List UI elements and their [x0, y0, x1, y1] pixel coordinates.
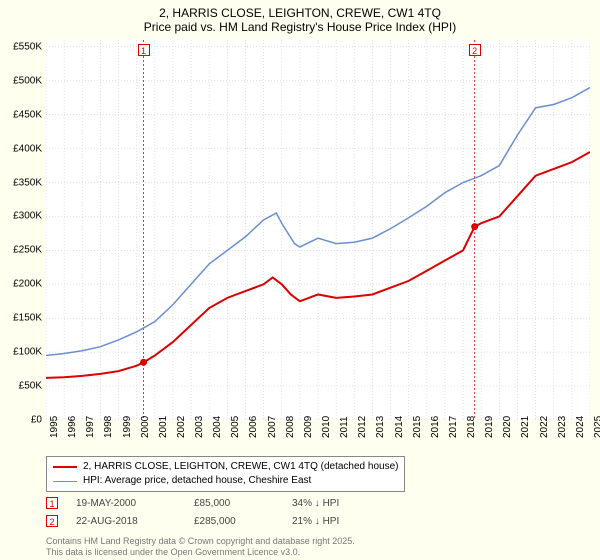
footer-line2: This data is licensed under the Open Gov…: [46, 547, 355, 558]
legend-row: HPI: Average price, detached house, Ches…: [53, 474, 398, 488]
chart-title: 2, HARRIS CLOSE, LEIGHTON, CREWE, CW1 4T…: [0, 0, 600, 36]
x-tick-label: 2017: [448, 416, 459, 438]
x-tick-label: 2021: [520, 416, 531, 438]
x-tick-label: 2007: [267, 416, 278, 438]
marker-date: 19-MAY-2000: [76, 498, 176, 509]
x-tick-label: 2018: [466, 416, 477, 438]
x-tick-label: 2005: [230, 416, 241, 438]
legend-label: 2, HARRIS CLOSE, LEIGHTON, CREWE, CW1 4T…: [83, 460, 398, 474]
x-tick-label: 2019: [484, 416, 495, 438]
x-tick-label: 2004: [212, 416, 223, 438]
legend-swatch: [53, 466, 77, 468]
y-tick-label: £250K: [13, 245, 42, 256]
legend-row: 2, HARRIS CLOSE, LEIGHTON, CREWE, CW1 4T…: [53, 460, 398, 474]
marker-badge: 1: [46, 497, 58, 509]
x-tick-label: 2024: [575, 416, 586, 438]
x-tick-label: 2011: [339, 416, 350, 438]
y-tick-label: £500K: [13, 75, 42, 86]
marker-date: 22-AUG-2018: [76, 516, 176, 527]
x-tick-label: 2020: [502, 416, 513, 438]
marker-delta: 34% ↓ HPI: [292, 498, 382, 509]
chart-svg: [46, 40, 590, 420]
legend-swatch: [53, 481, 77, 482]
x-tick-label: 2010: [321, 416, 332, 438]
y-tick-label: £400K: [13, 143, 42, 154]
x-tick-label: 1998: [103, 416, 114, 438]
x-tick-label: 2002: [176, 416, 187, 438]
y-tick-label: £50K: [19, 381, 42, 392]
y-tick-label: £200K: [13, 279, 42, 290]
x-tick-label: 1997: [85, 416, 96, 438]
x-tick-label: 2016: [430, 416, 441, 438]
title-line1: 2, HARRIS CLOSE, LEIGHTON, CREWE, CW1 4T…: [0, 6, 600, 20]
marker-row: 2 22-AUG-2018 £285,000 21% ↓ HPI: [46, 512, 382, 530]
title-line2: Price paid vs. HM Land Registry's House …: [0, 20, 600, 34]
legend: 2, HARRIS CLOSE, LEIGHTON, CREWE, CW1 4T…: [46, 456, 405, 492]
y-axis: £0£50K£100K£150K£200K£250K£300K£350K£400…: [0, 40, 44, 420]
y-tick-label: £300K: [13, 211, 42, 222]
marker-price: £85,000: [194, 498, 274, 509]
x-tick-label: 2022: [539, 416, 550, 438]
chart-container: 2, HARRIS CLOSE, LEIGHTON, CREWE, CW1 4T…: [0, 0, 600, 560]
marker-price: £285,000: [194, 516, 274, 527]
x-tick-label: 2012: [357, 416, 368, 438]
x-tick-label: 2001: [158, 416, 169, 438]
x-tick-label: 2006: [248, 416, 259, 438]
y-tick-label: £150K: [13, 313, 42, 324]
plot-area: 12: [46, 40, 590, 420]
chart-marker-badge: 1: [138, 44, 150, 56]
x-axis: 1995199619971998199920002001200220032004…: [46, 422, 590, 452]
x-tick-label: 2000: [140, 416, 151, 438]
x-tick-label: 2025: [593, 416, 600, 438]
marker-row: 1 19-MAY-2000 £85,000 34% ↓ HPI: [46, 494, 382, 512]
x-tick-label: 1999: [122, 416, 133, 438]
x-tick-label: 2008: [285, 416, 296, 438]
y-tick-label: £0: [31, 415, 42, 426]
marker-delta: 21% ↓ HPI: [292, 516, 382, 527]
x-tick-label: 2015: [412, 416, 423, 438]
x-tick-label: 2013: [375, 416, 386, 438]
x-tick-label: 2014: [394, 416, 405, 438]
chart-marker-badge: 2: [469, 44, 481, 56]
x-tick-label: 2023: [557, 416, 568, 438]
y-tick-label: £350K: [13, 177, 42, 188]
x-tick-label: 1995: [49, 416, 60, 438]
footer: Contains HM Land Registry data © Crown c…: [46, 536, 355, 558]
sale-markers-table: 1 19-MAY-2000 £85,000 34% ↓ HPI 2 22-AUG-2018…: [46, 494, 382, 530]
marker-badge: 2: [46, 515, 58, 527]
footer-line1: Contains HM Land Registry data © Crown c…: [46, 536, 355, 547]
y-tick-label: £450K: [13, 109, 42, 120]
legend-label: HPI: Average price, detached house, Ches…: [83, 474, 311, 488]
x-tick-label: 1996: [67, 416, 78, 438]
y-tick-label: £550K: [13, 41, 42, 52]
y-tick-label: £100K: [13, 347, 42, 358]
x-tick-label: 2003: [194, 416, 205, 438]
x-tick-label: 2009: [303, 416, 314, 438]
